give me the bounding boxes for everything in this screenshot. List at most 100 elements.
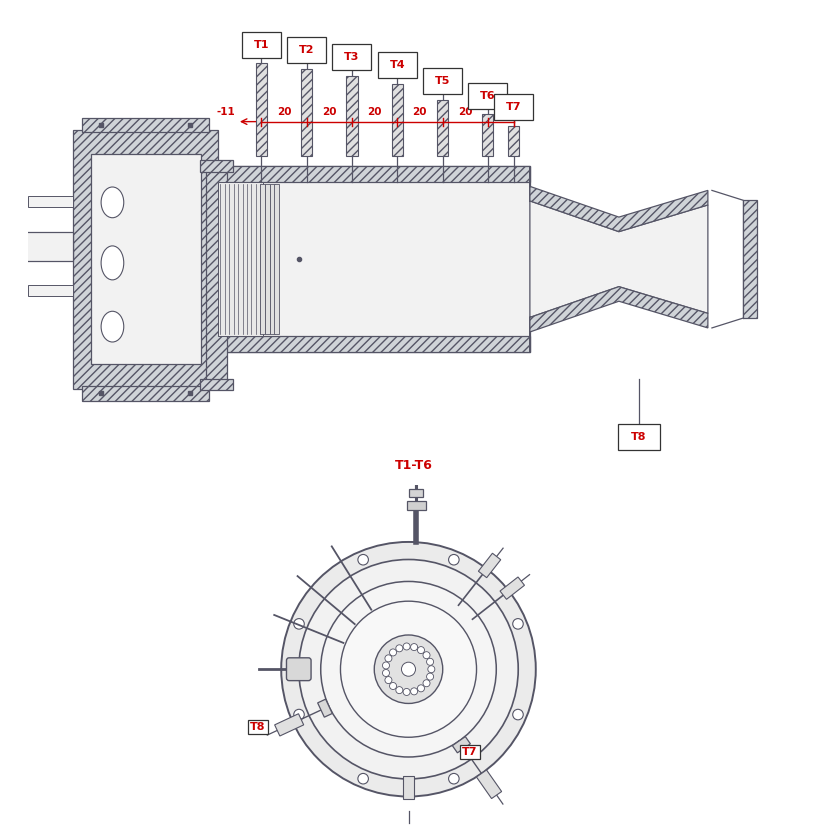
Circle shape	[403, 643, 410, 650]
Circle shape	[417, 646, 425, 654]
Bar	[200, 161, 233, 171]
Bar	[200, 379, 233, 390]
Bar	[73, 130, 218, 389]
Bar	[218, 182, 263, 336]
Bar	[218, 166, 530, 352]
FancyBboxPatch shape	[618, 424, 660, 450]
Circle shape	[341, 601, 476, 737]
FancyBboxPatch shape	[387, 456, 440, 473]
Bar	[508, 125, 520, 156]
Text: T3: T3	[344, 52, 359, 62]
Circle shape	[401, 662, 416, 676]
Bar	[270, 184, 275, 334]
Bar	[29, 196, 73, 207]
Text: 20: 20	[458, 107, 472, 117]
Circle shape	[428, 665, 435, 673]
FancyBboxPatch shape	[460, 745, 480, 759]
Text: -11: -11	[217, 107, 235, 117]
Bar	[4, 232, 73, 261]
Bar	[218, 336, 530, 352]
FancyBboxPatch shape	[0, 225, 7, 268]
Bar	[206, 171, 226, 380]
Circle shape	[395, 645, 403, 652]
FancyBboxPatch shape	[248, 720, 268, 734]
Text: T1-T6: T1-T6	[395, 459, 432, 472]
Bar	[391, 84, 403, 156]
Circle shape	[382, 670, 390, 676]
Circle shape	[423, 652, 430, 659]
Text: T2: T2	[299, 45, 315, 55]
Bar	[437, 99, 449, 156]
Text: 20: 20	[368, 107, 382, 117]
Circle shape	[299, 559, 518, 779]
Bar	[29, 285, 73, 297]
Circle shape	[294, 709, 304, 720]
Text: T4: T4	[390, 60, 405, 70]
Circle shape	[513, 619, 523, 630]
Polygon shape	[275, 714, 304, 736]
Bar	[83, 118, 208, 132]
Polygon shape	[318, 699, 333, 717]
Circle shape	[426, 658, 434, 665]
Circle shape	[358, 554, 368, 565]
Circle shape	[449, 773, 459, 784]
Text: 20: 20	[493, 107, 508, 117]
Circle shape	[321, 582, 496, 757]
Text: T8: T8	[632, 432, 647, 442]
Text: T5: T5	[435, 76, 450, 86]
Circle shape	[294, 619, 304, 630]
Bar	[407, 501, 426, 510]
Bar	[346, 75, 358, 156]
FancyBboxPatch shape	[468, 83, 507, 109]
Circle shape	[449, 554, 459, 565]
Bar	[409, 489, 423, 497]
Circle shape	[382, 662, 390, 669]
Bar	[404, 777, 413, 799]
Ellipse shape	[101, 311, 123, 342]
Circle shape	[395, 686, 403, 694]
Bar	[301, 69, 312, 156]
Ellipse shape	[101, 187, 123, 217]
FancyBboxPatch shape	[377, 52, 417, 78]
Polygon shape	[476, 770, 502, 798]
Text: 20: 20	[413, 107, 427, 117]
Text: 20: 20	[277, 107, 291, 117]
Ellipse shape	[101, 246, 123, 280]
Circle shape	[417, 685, 425, 692]
Polygon shape	[453, 737, 471, 753]
Polygon shape	[530, 166, 708, 232]
FancyBboxPatch shape	[242, 32, 281, 58]
Circle shape	[385, 655, 392, 662]
Text: T7: T7	[462, 747, 478, 757]
Circle shape	[423, 680, 430, 686]
Bar	[261, 184, 266, 334]
Circle shape	[374, 635, 443, 703]
Circle shape	[513, 709, 523, 720]
FancyBboxPatch shape	[423, 69, 462, 94]
Circle shape	[358, 773, 368, 784]
Circle shape	[385, 676, 392, 684]
Circle shape	[411, 688, 417, 695]
Circle shape	[390, 649, 396, 656]
Bar	[256, 64, 267, 156]
FancyBboxPatch shape	[287, 658, 311, 681]
FancyBboxPatch shape	[494, 94, 534, 120]
Polygon shape	[530, 287, 708, 352]
Polygon shape	[500, 577, 525, 599]
Circle shape	[403, 689, 410, 696]
Bar	[743, 200, 757, 319]
Circle shape	[426, 673, 434, 681]
Bar	[83, 386, 208, 400]
Text: T8: T8	[250, 722, 266, 732]
Text: 20: 20	[322, 107, 337, 117]
Text: T1: T1	[253, 40, 269, 50]
Circle shape	[411, 644, 417, 650]
FancyBboxPatch shape	[333, 44, 371, 70]
Bar	[91, 154, 201, 364]
Circle shape	[390, 682, 396, 690]
Bar	[265, 184, 270, 334]
Bar	[275, 184, 279, 334]
Polygon shape	[530, 182, 708, 336]
Text: T6: T6	[480, 91, 496, 100]
Bar	[482, 115, 493, 156]
